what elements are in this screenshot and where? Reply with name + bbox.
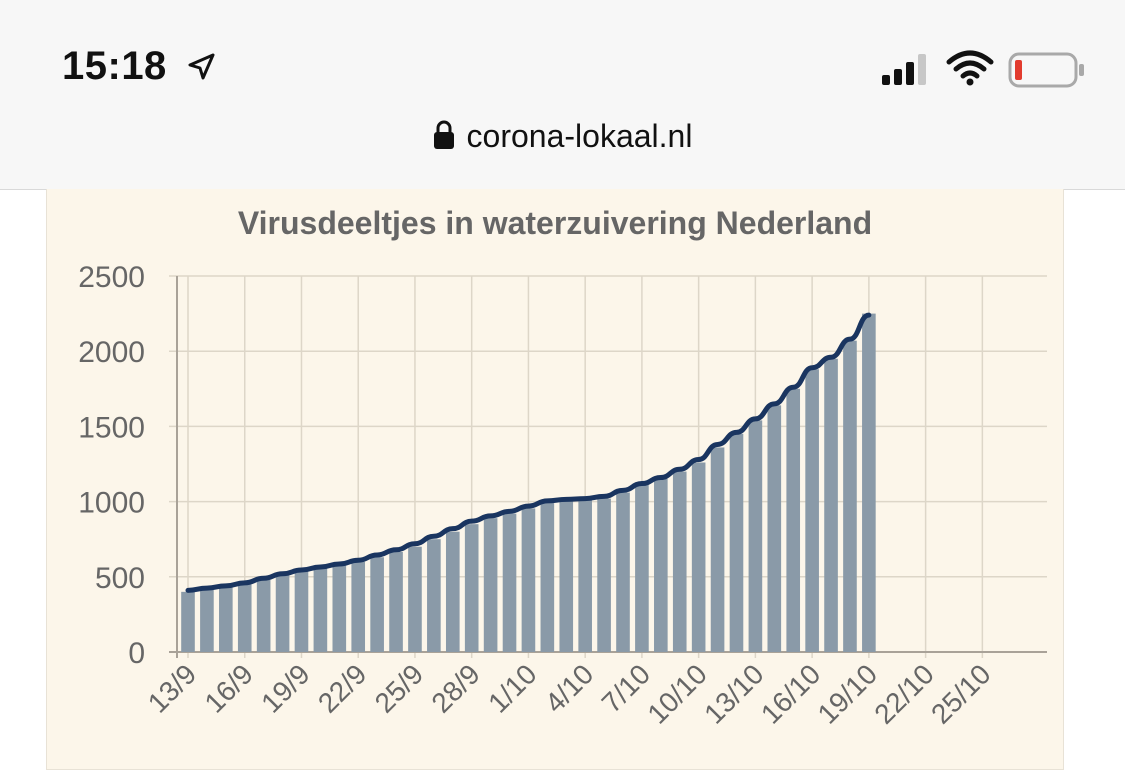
series-line: [185, 312, 872, 593]
x-tick-label: 22/9: [312, 658, 372, 718]
bar: [445, 531, 460, 652]
x-tick-label: 16/10: [755, 658, 826, 729]
address-bar[interactable]: corona-lokaal.nl: [0, 118, 1125, 155]
bar: [578, 500, 592, 652]
bar: [502, 513, 517, 652]
bar: [616, 492, 630, 652]
bar: [597, 498, 611, 652]
x-tick-label: 25/9: [369, 658, 429, 718]
bar: [748, 420, 763, 652]
bar: [427, 539, 441, 652]
bar: [237, 584, 252, 652]
y-tick-label: 2000: [78, 336, 145, 369]
bar: [313, 567, 328, 652]
bar: [843, 340, 857, 652]
bar: [767, 405, 782, 652]
bar: [559, 500, 574, 652]
bar: [351, 561, 366, 652]
bar: [691, 462, 706, 652]
bar: [521, 508, 536, 652]
x-tick-label: 22/10: [868, 658, 939, 729]
status-and-address-bar: 15:18 corona-lokaal.nl: [0, 0, 1125, 190]
bar: [540, 503, 555, 652]
bar: [672, 471, 687, 652]
bar: [786, 388, 801, 652]
cellular-signal-icon: [882, 54, 926, 85]
bar: [824, 358, 838, 652]
x-tick-label: 13/10: [698, 658, 769, 729]
url-text: corona-lokaal.nl: [466, 118, 693, 154]
bar: [408, 546, 422, 652]
y-tick-label: 0: [128, 637, 145, 670]
x-tick-label: 13/9: [142, 658, 202, 718]
bar: [805, 369, 819, 652]
x-tick-label: 4/10: [539, 658, 599, 718]
bar: [181, 591, 195, 652]
y-tick-label: 1000: [78, 487, 145, 520]
lock-icon: [433, 120, 454, 149]
bar: [294, 570, 309, 652]
bar: [710, 447, 725, 652]
bar: [464, 524, 479, 652]
bar: [389, 551, 403, 652]
bar: [332, 565, 347, 652]
x-tick-label: 19/9: [255, 658, 315, 718]
x-tick-label: 16/9: [199, 658, 259, 718]
bar: [635, 485, 649, 652]
x-tick-label: 10/10: [641, 658, 712, 729]
location-arrow-icon: [188, 53, 215, 80]
battery-low-icon: [1008, 52, 1084, 88]
status-time: 15:18: [62, 44, 167, 88]
bar: [275, 575, 290, 652]
y-tick-label: 2500: [78, 261, 145, 294]
bar: [200, 589, 214, 652]
x-tick-label: 25/10: [925, 658, 996, 729]
x-tick-label: 19/10: [812, 658, 883, 729]
wifi-icon: [946, 50, 994, 86]
bar: [256, 579, 271, 652]
bar: [862, 313, 876, 652]
chart-title: Virusdeeltjes in waterzuivering Nederlan…: [238, 205, 872, 241]
bar: [654, 479, 668, 652]
y-tick-label: 1500: [78, 411, 145, 444]
x-tick-label: 1/10: [482, 658, 542, 718]
bar: [219, 587, 233, 652]
bar: [370, 557, 384, 652]
bar: [483, 518, 498, 652]
y-tick-label: 500: [95, 562, 145, 595]
x-tick-label: 28/9: [425, 658, 485, 718]
bar: [729, 433, 744, 652]
chart: Virusdeeltjes in waterzuivering Nederlan…: [78, 205, 1047, 730]
chart-card: Virusdeeltjes in waterzuivering Nederlan…: [46, 189, 1064, 770]
